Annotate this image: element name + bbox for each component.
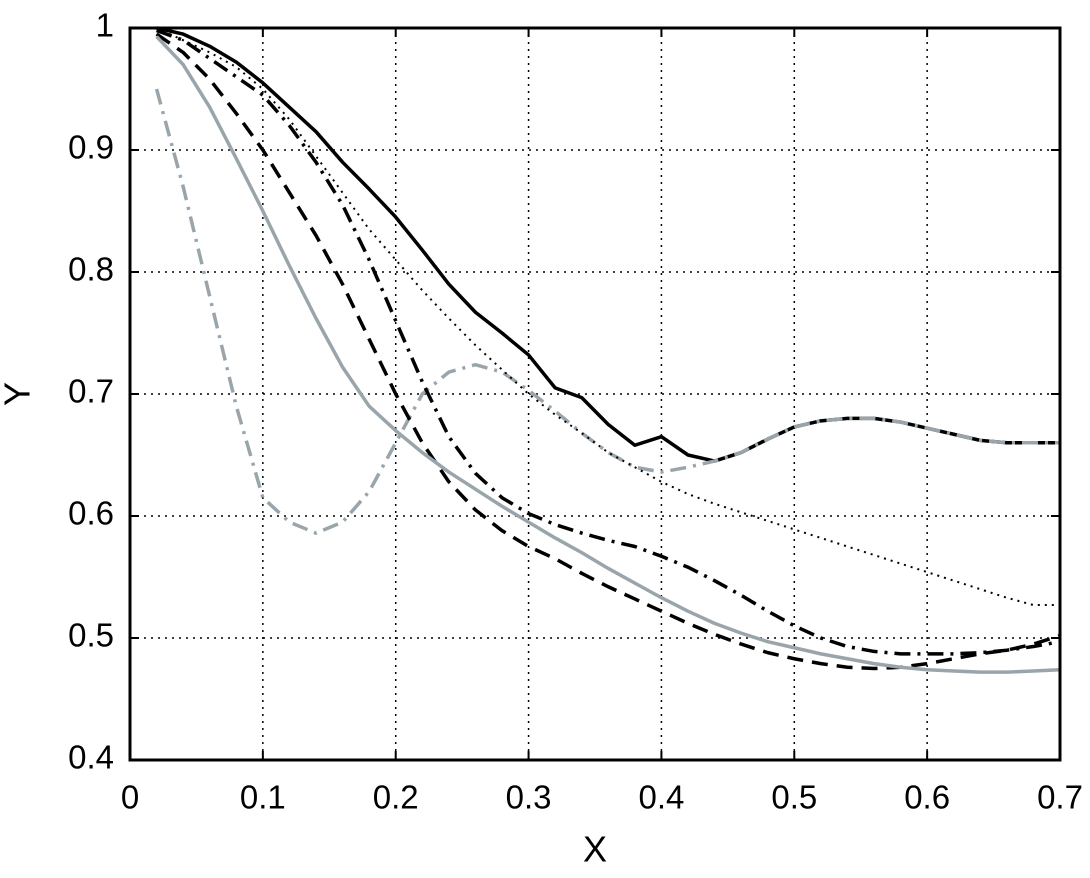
- plot-frame: [128, 26, 1062, 762]
- y-tick-label: 0.6: [68, 495, 114, 532]
- x-tick-label: 0.1: [240, 779, 286, 816]
- y-axis-label: Y: [0, 382, 38, 406]
- data-line: [155, 35, 1061, 674]
- y-tick-label: 0.4: [68, 739, 114, 776]
- data-line: [155, 28, 1061, 656]
- y-tick-label: 0.8: [68, 251, 114, 288]
- data-line: [155, 32, 1061, 671]
- data-line: [154, 88, 1060, 535]
- y-tick-label: 1: [96, 7, 114, 44]
- x-tick-label: 0: [121, 779, 139, 816]
- x-tick-label: 0.7: [1037, 779, 1083, 816]
- y-tick-label: 0.5: [68, 617, 114, 654]
- y-tick-label: 0.9: [68, 129, 114, 166]
- x-tick-label: 0.5: [771, 779, 817, 816]
- x-tick-label: 0.2: [373, 779, 419, 816]
- x-tick-label: 0.6: [904, 779, 950, 816]
- x-axis-label: X: [583, 829, 607, 870]
- x-tick-label: 0.4: [638, 779, 684, 816]
- x-tick-label: 0.3: [506, 779, 552, 816]
- data-line: [156, 26, 1060, 463]
- data-line: [156, 27, 1060, 607]
- y-tick-label: 0.7: [68, 373, 114, 410]
